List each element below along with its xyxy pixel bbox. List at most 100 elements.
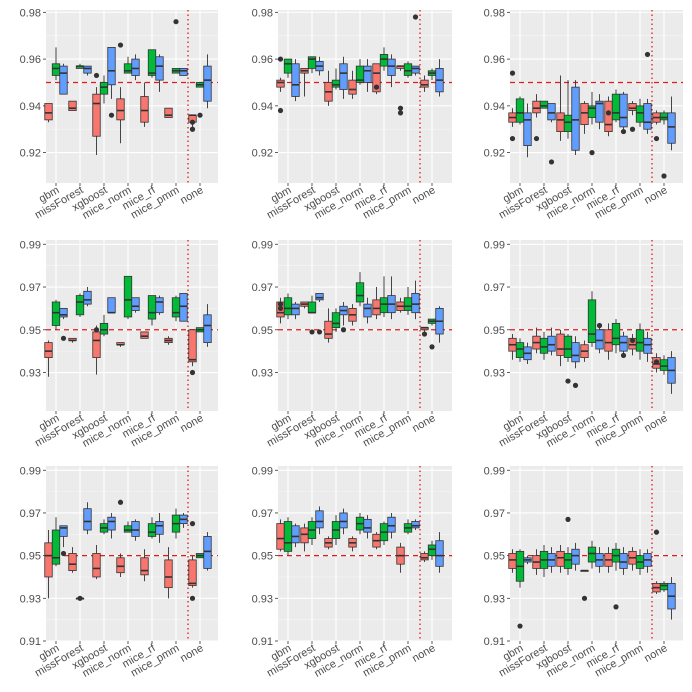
box-body [547,103,556,121]
box-mice_pmm-blue [643,51,652,134]
box-body [59,307,68,318]
box-body [643,103,652,130]
box-xgboost-blue [571,336,580,388]
box-xgboost-blue [107,297,116,314]
box-missForest-blue [83,287,92,307]
box-body [155,297,164,314]
outlier-point [629,126,636,132]
box-mice_norm-red [580,101,589,134]
box-body [619,335,628,352]
box-body [403,63,413,76]
outlier-point [397,105,404,111]
box-gbm-blue [523,103,532,158]
y-tick-label: 0.92 [252,148,273,160]
box-gbm-blue [523,555,532,565]
box-mice_norm-red [116,42,125,144]
box-body [283,521,293,552]
box-missForest-blue [315,506,324,535]
box-body [68,553,77,571]
box-body [515,342,525,358]
box-mice_rf-blue [155,512,164,543]
x-tick-label-none: none [178,184,205,207]
box-gbm-green [283,517,293,556]
y-tick-label: 0.99 [484,465,505,477]
y-tick-label: 0.93 [20,593,41,605]
box-body [44,103,53,121]
box-body [291,63,300,97]
box-body [659,112,669,121]
box-mice_pmm-green [635,323,645,360]
outlier-point [93,327,100,333]
box-body [411,293,420,314]
box-body [539,337,549,354]
box-body [539,100,549,109]
outlier-point [517,623,523,629]
box-none-red [420,551,429,563]
y-tick-label: 0.93 [252,368,273,380]
x-tick-label-none: none [410,412,437,435]
box-none-green [427,318,437,350]
box-mice_norm-blue [131,297,140,313]
box-body [116,557,125,574]
box-missForest-blue [547,103,556,165]
box-mice_pmm-blue [411,519,420,531]
outlier-point [189,126,196,132]
outlier-point [277,56,284,62]
box-body [556,112,565,132]
box-missForest-green [539,544,549,577]
box-xgboost-blue [107,512,116,539]
box-body [659,582,669,591]
box-missForest-green [307,56,317,74]
box-body [44,542,53,578]
box-missForest-blue [547,327,556,356]
box-gbm-blue [291,301,300,320]
box-mice_rf-blue [619,331,628,359]
box-mice_pmm-green [403,287,413,315]
y-tick-label: 0.93 [252,593,273,605]
box-body [587,546,597,563]
outlier-point [613,604,619,610]
box-body [83,65,92,74]
x-tick-label-none: none [642,184,669,207]
y-tick-label: 0.93 [484,368,505,380]
y-tick-label: 0.95 [20,325,41,337]
box-mice_norm-red [348,70,357,99]
panel-6: 0.930.950.970.99gbmmissForestxgboostmice… [484,239,683,450]
y-tick-label: 0.97 [484,282,505,294]
box-body [123,275,133,318]
box-xgboost-green [99,75,109,104]
x-tick-label-none: none [178,642,205,665]
y-tick-label: 0.98 [484,7,505,19]
y-tick-label: 0.96 [252,54,273,66]
box-body [155,521,164,535]
box-mice_pmm-red [164,547,173,599]
box-gbm-red [44,103,53,123]
box-body [140,96,149,123]
panel-background [278,240,452,411]
box-body [435,540,444,567]
box-mice_pmm-red [628,101,637,132]
box-body [339,63,348,90]
box-body [276,523,285,550]
box-missForest-red [300,68,309,97]
box-body [372,63,381,93]
x-tick-label-none: none [178,412,205,435]
box-body [283,58,293,74]
box-body [420,553,429,561]
box-gbm-blue [291,523,300,548]
outlier-point [189,369,196,376]
box-body [563,335,573,358]
box-none-blue [667,96,676,151]
outlier-point [412,14,419,20]
outlier-point [277,301,284,307]
box-body [164,107,173,118]
box-body [131,521,140,537]
y-tick-label: 0.97 [252,282,273,294]
box-mice_pmm-blue [179,512,188,528]
box-mice_norm-blue [363,515,372,539]
box-xgboost-blue [339,508,348,535]
box-body [283,297,293,316]
box-body [604,329,613,352]
outlier-point [421,331,428,337]
box-body [339,512,348,529]
